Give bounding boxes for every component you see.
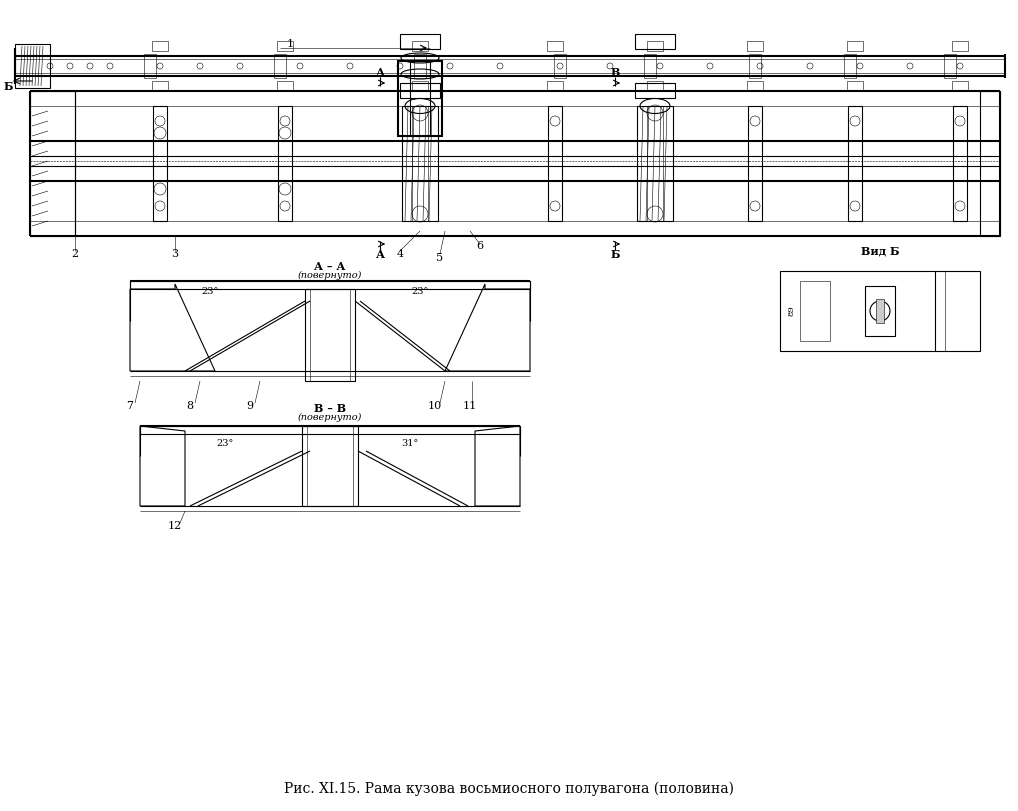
Text: 31°: 31° <box>401 439 418 448</box>
Bar <box>847 41 863 51</box>
Bar <box>952 81 968 91</box>
Bar <box>635 34 675 49</box>
Bar <box>844 54 856 78</box>
Text: 2: 2 <box>71 249 78 259</box>
Bar <box>307 426 353 506</box>
Bar <box>647 81 663 91</box>
Bar <box>547 81 563 91</box>
Bar <box>953 106 967 221</box>
Bar <box>748 106 762 221</box>
Text: 8: 8 <box>186 401 193 411</box>
Bar <box>302 426 358 506</box>
Text: (повернуто): (повернуто) <box>298 270 362 280</box>
Bar <box>140 426 520 434</box>
Bar <box>647 41 663 51</box>
Text: (повернуто): (повернуто) <box>298 413 362 422</box>
Text: 3: 3 <box>171 249 178 259</box>
Text: Б: Б <box>3 80 13 92</box>
Text: 23°: 23° <box>411 286 429 295</box>
Bar <box>647 106 663 221</box>
Bar <box>414 54 426 78</box>
Bar <box>30 91 75 236</box>
Bar <box>152 41 168 51</box>
Bar <box>747 41 764 51</box>
Text: 4: 4 <box>396 249 403 259</box>
Bar <box>847 81 863 91</box>
Bar <box>130 281 530 289</box>
Bar <box>15 44 50 88</box>
Text: 5: 5 <box>437 253 444 263</box>
Text: 12: 12 <box>168 521 182 531</box>
Bar <box>980 91 1000 236</box>
Bar <box>780 271 980 351</box>
Text: А – А: А – А <box>315 260 346 272</box>
Bar <box>278 106 292 221</box>
Bar <box>865 286 895 336</box>
Text: Вид Б: Вид Б <box>861 246 899 256</box>
Bar <box>305 289 355 381</box>
Text: 10: 10 <box>428 401 442 411</box>
Bar <box>554 54 566 78</box>
Bar <box>635 83 675 98</box>
Text: 23°: 23° <box>217 439 233 448</box>
Bar <box>410 61 430 136</box>
Bar <box>400 83 440 98</box>
Text: 23°: 23° <box>202 286 219 295</box>
Bar <box>412 81 428 91</box>
Bar <box>548 106 562 221</box>
Bar <box>398 61 442 136</box>
Bar <box>274 54 286 78</box>
Bar <box>944 54 956 78</box>
Bar <box>277 41 293 51</box>
Bar <box>152 81 168 91</box>
Text: Б: Б <box>610 248 620 260</box>
Text: 1: 1 <box>286 39 293 49</box>
Text: 9: 9 <box>246 401 253 411</box>
Bar <box>637 106 673 221</box>
Text: 11: 11 <box>463 401 477 411</box>
Bar <box>876 299 884 323</box>
Text: А: А <box>376 248 385 260</box>
Bar <box>547 41 563 51</box>
Bar <box>800 281 830 341</box>
Bar <box>412 41 428 51</box>
Bar <box>310 289 350 381</box>
Text: В: В <box>611 67 620 79</box>
Bar <box>400 34 440 49</box>
Bar <box>144 54 156 78</box>
Bar <box>153 106 167 221</box>
Bar <box>277 81 293 91</box>
Bar <box>749 54 761 78</box>
Bar <box>747 81 764 91</box>
Text: В – В: В – В <box>314 402 346 414</box>
Bar <box>412 106 428 221</box>
Bar <box>644 54 656 78</box>
Text: А: А <box>376 67 385 79</box>
Text: Рис. XI.15. Рама кузова восьмиосного полувагона (половина): Рис. XI.15. Рама кузова восьмиосного пол… <box>284 782 734 796</box>
Bar <box>402 106 438 221</box>
Bar <box>952 41 968 51</box>
Bar <box>848 106 862 221</box>
Text: 89: 89 <box>788 306 796 316</box>
Text: 7: 7 <box>126 401 133 411</box>
Text: 6: 6 <box>476 241 484 251</box>
